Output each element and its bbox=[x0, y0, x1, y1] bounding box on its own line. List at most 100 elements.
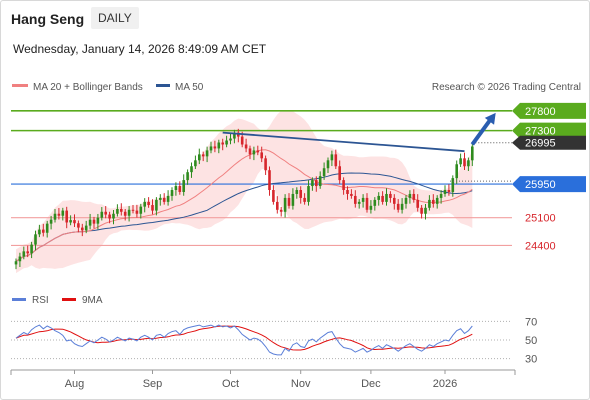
candle bbox=[73, 214, 76, 228]
candle-body bbox=[412, 193, 416, 200]
ma50-legend-label: MA 50 bbox=[175, 82, 204, 93]
candle bbox=[221, 138, 224, 151]
candle bbox=[57, 208, 61, 220]
candle bbox=[276, 196, 279, 214]
candle-body bbox=[57, 213, 61, 216]
x-tick-label-Sep: Sep bbox=[143, 378, 163, 390]
rsi-legend-label: RSI bbox=[32, 295, 49, 306]
candle bbox=[272, 185, 275, 205]
candle bbox=[217, 139, 221, 154]
candle-body bbox=[116, 209, 119, 214]
candle bbox=[318, 171, 322, 189]
rsi-ma-legend-swatch bbox=[62, 298, 76, 301]
candle-body bbox=[209, 146, 213, 151]
candle-body bbox=[135, 210, 139, 214]
candle-body bbox=[69, 220, 72, 223]
candle-body bbox=[283, 197, 287, 212]
level-label-25950: 25950 bbox=[525, 179, 556, 191]
candle bbox=[213, 140, 217, 153]
candle bbox=[342, 177, 345, 195]
candle bbox=[112, 209, 115, 225]
candle bbox=[244, 138, 248, 153]
candle bbox=[38, 224, 41, 238]
candle-body bbox=[396, 203, 400, 210]
candle-body bbox=[451, 178, 455, 192]
candle-body bbox=[311, 180, 314, 187]
candle bbox=[439, 190, 443, 204]
candle bbox=[205, 146, 209, 163]
candle-body bbox=[463, 158, 466, 167]
candle-body bbox=[205, 150, 209, 157]
candle bbox=[155, 197, 158, 216]
candle bbox=[81, 223, 84, 237]
candle-body bbox=[194, 160, 197, 167]
candle-body bbox=[178, 186, 182, 192]
candle-body bbox=[198, 154, 201, 161]
candle bbox=[435, 195, 439, 209]
candle bbox=[92, 216, 96, 229]
candle bbox=[233, 129, 236, 144]
candle bbox=[420, 205, 423, 219]
candle bbox=[100, 207, 104, 221]
rsi-tick-label: 70 bbox=[525, 316, 537, 328]
candle-body bbox=[77, 223, 80, 228]
candle-body bbox=[18, 256, 22, 262]
candle bbox=[116, 204, 119, 217]
candle-body bbox=[338, 166, 341, 181]
candle-body bbox=[139, 206, 143, 214]
candle bbox=[428, 195, 431, 211]
candle bbox=[443, 185, 447, 197]
rsi-ma-legend-label: 9MA bbox=[82, 295, 103, 306]
candle-body bbox=[201, 154, 205, 157]
candle-body bbox=[342, 180, 345, 190]
candle bbox=[287, 193, 291, 209]
candle-body bbox=[166, 195, 170, 202]
candle-body bbox=[322, 168, 326, 177]
resistance-trendline bbox=[222, 131, 465, 153]
candle bbox=[432, 194, 435, 208]
candle bbox=[170, 187, 174, 201]
candle-body bbox=[307, 186, 310, 202]
candle-body bbox=[279, 209, 283, 212]
candle bbox=[412, 189, 416, 203]
candle bbox=[385, 188, 388, 206]
candle bbox=[408, 190, 412, 204]
x-axis: Aug Sep Oct Nov Dec 2026 bbox=[10, 369, 516, 390]
candle-body bbox=[287, 197, 291, 206]
candle bbox=[22, 246, 26, 260]
current-price-label: 26995 bbox=[525, 138, 556, 150]
level-tag-27300 bbox=[512, 122, 586, 139]
candle-body bbox=[104, 211, 107, 215]
candle bbox=[373, 197, 377, 211]
candle bbox=[88, 213, 92, 230]
candle-body bbox=[170, 190, 174, 196]
candle bbox=[225, 135, 228, 148]
candle-body bbox=[244, 144, 248, 149]
x-tick-label-2026: 2026 bbox=[433, 378, 457, 390]
candle-body bbox=[221, 142, 224, 145]
candle-body bbox=[22, 251, 26, 257]
candle bbox=[108, 211, 111, 224]
candle-body bbox=[151, 205, 154, 211]
ma50-legend-swatch bbox=[156, 84, 170, 87]
candle-body bbox=[459, 158, 462, 165]
level-label-27300: 27300 bbox=[525, 126, 556, 138]
candle bbox=[279, 207, 283, 217]
candle-body bbox=[42, 229, 45, 233]
candle bbox=[96, 213, 100, 230]
candle-body bbox=[252, 150, 256, 155]
candle-body bbox=[439, 193, 443, 198]
candle bbox=[451, 175, 455, 197]
candle bbox=[182, 174, 185, 196]
timeframe-badge[interactable]: DAILY bbox=[91, 7, 139, 29]
ma50-line bbox=[15, 172, 473, 262]
candle bbox=[18, 252, 22, 267]
candle bbox=[467, 157, 470, 171]
x-tick-label-Nov: Nov bbox=[291, 378, 311, 390]
candle-body bbox=[65, 210, 68, 223]
candle-body bbox=[49, 219, 53, 224]
candle-body bbox=[455, 164, 458, 179]
candle bbox=[361, 194, 365, 208]
candle-body bbox=[264, 158, 267, 171]
candle-body bbox=[467, 160, 470, 167]
